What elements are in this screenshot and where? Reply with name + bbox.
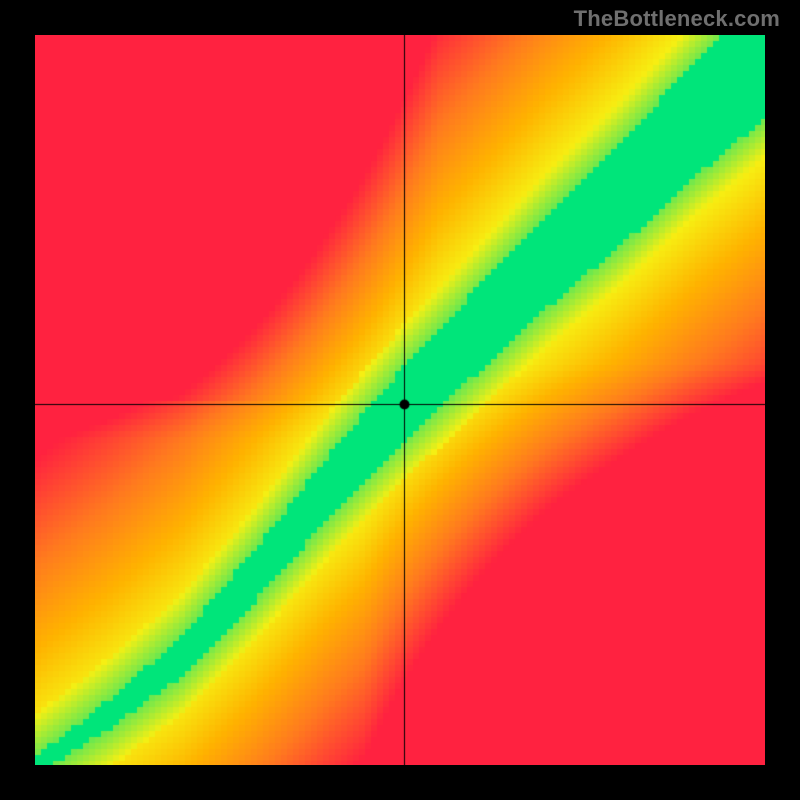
heatmap-canvas: [35, 35, 765, 765]
chart-frame: TheBottleneck.com: [0, 0, 800, 800]
watermark-text: TheBottleneck.com: [574, 6, 780, 32]
